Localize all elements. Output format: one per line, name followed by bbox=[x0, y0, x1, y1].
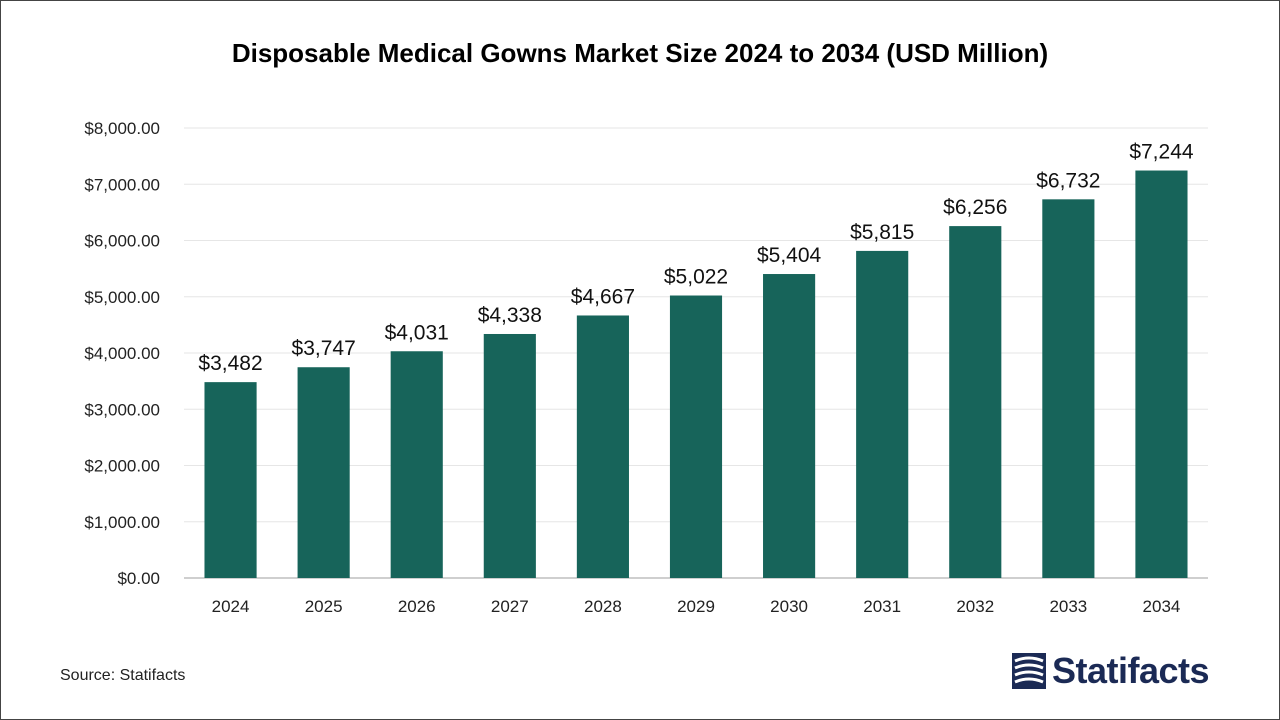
x-tick-label: 2026 bbox=[398, 597, 436, 616]
bar bbox=[1135, 170, 1188, 578]
statifacts-logo-icon bbox=[1012, 653, 1046, 689]
bar bbox=[483, 333, 536, 578]
data-label: $6,732 bbox=[1036, 169, 1100, 192]
bar bbox=[297, 367, 350, 578]
data-label: $5,815 bbox=[850, 221, 914, 244]
bar bbox=[949, 226, 1002, 578]
data-label: $6,256 bbox=[943, 196, 1007, 219]
data-label: $7,244 bbox=[1129, 141, 1194, 164]
y-tick-label: $1,000.00 bbox=[84, 513, 160, 532]
y-tick-label: $0.00 bbox=[117, 569, 160, 588]
data-label: $3,747 bbox=[292, 337, 356, 360]
x-tick-label: 2034 bbox=[1143, 597, 1181, 616]
x-tick-label: 2033 bbox=[1049, 597, 1087, 616]
bar bbox=[763, 274, 816, 578]
y-tick-label: $7,000.00 bbox=[84, 175, 160, 194]
x-tick-label: 2024 bbox=[212, 597, 250, 616]
y-tick-label: $2,000.00 bbox=[84, 457, 160, 476]
statifacts-logo-text: Statifacts bbox=[1052, 650, 1210, 691]
y-tick-label: $6,000.00 bbox=[84, 232, 160, 251]
x-tick-label: 2032 bbox=[956, 597, 994, 616]
data-label: $5,022 bbox=[664, 266, 728, 289]
x-tick-label: 2031 bbox=[863, 597, 901, 616]
bar bbox=[204, 382, 257, 578]
source-note: Source: Statifacts bbox=[60, 667, 186, 684]
data-label: $4,338 bbox=[478, 304, 542, 327]
data-label: $4,667 bbox=[571, 285, 635, 308]
x-tick-label: 2027 bbox=[491, 597, 529, 616]
data-label: $5,404 bbox=[757, 244, 822, 267]
chart-title: Disposable Medical Gowns Market Size 202… bbox=[231, 38, 1049, 68]
data-label: $4,031 bbox=[385, 321, 449, 344]
y-tick-label: $3,000.00 bbox=[84, 400, 160, 419]
bar bbox=[576, 315, 629, 578]
x-tick-label: 2030 bbox=[770, 597, 808, 616]
x-tick-label: 2029 bbox=[677, 597, 715, 616]
x-tick-label: 2028 bbox=[584, 597, 622, 616]
bar bbox=[856, 250, 909, 578]
bar bbox=[1042, 199, 1095, 578]
y-tick-label: $8,000.00 bbox=[84, 119, 160, 138]
data-label: $3,482 bbox=[198, 352, 262, 375]
statifacts-logo: Statifacts bbox=[1012, 650, 1210, 692]
y-tick-label: $5,000.00 bbox=[84, 288, 160, 307]
bar bbox=[669, 295, 723, 578]
x-tick-label: 2025 bbox=[305, 597, 343, 616]
bar bbox=[390, 351, 443, 578]
y-tick-label: $4,000.00 bbox=[84, 344, 160, 363]
